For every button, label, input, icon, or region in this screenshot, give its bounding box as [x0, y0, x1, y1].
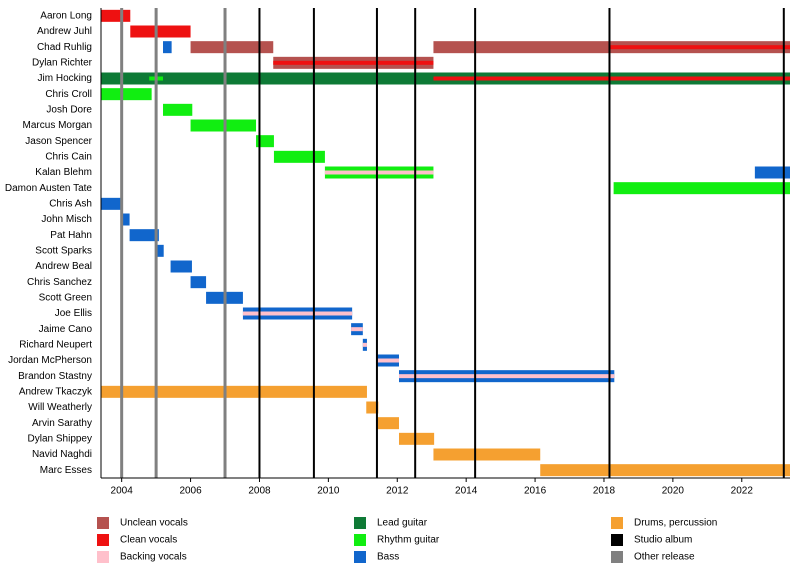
legend-label: Rhythm guitar [377, 535, 440, 546]
overlay-bar [433, 76, 790, 81]
member-label: John Misch [41, 214, 92, 225]
period-bar [101, 9, 131, 22]
period-bar [101, 88, 152, 101]
period-bar [170, 260, 192, 273]
member-label: Damon Austen Tate [5, 183, 93, 194]
period-bar [156, 244, 164, 257]
member-label: Brandon Stastny [18, 371, 92, 382]
x-tick-label: 2018 [593, 486, 616, 497]
overlay-bar [242, 311, 353, 316]
overlay-bar [609, 45, 790, 50]
member-label: Scott Sparks [35, 245, 92, 256]
member-label: Marcus Morgan [23, 120, 92, 131]
legend-label: Unclean vocals [120, 518, 188, 529]
period-bar [273, 150, 325, 163]
period-bar [398, 432, 435, 445]
member-label: Chad Ruhlig [37, 42, 92, 53]
x-tick-label: 2004 [111, 486, 134, 497]
x-tick-label: 2012 [386, 486, 409, 497]
x-tick-label: 2020 [662, 486, 685, 497]
legend-swatch [611, 517, 623, 529]
legend-swatch [97, 551, 109, 563]
x-tick-label: 2016 [524, 486, 547, 497]
period-bar [190, 119, 257, 132]
legend-swatch [354, 534, 366, 546]
member-label: Andrew Tkaczyk [19, 386, 93, 397]
member-label: Jordan McPherson [8, 355, 92, 366]
legend-label: Studio album [634, 535, 692, 546]
overlay-bar [351, 327, 363, 332]
overlay-bar [273, 60, 434, 65]
member-label: Aaron Long [40, 10, 92, 21]
legend-label: Other release [634, 552, 695, 563]
member-label: Navid Naghdi [32, 449, 92, 460]
member-label: Dylan Shippey [28, 433, 92, 444]
member-label: Jim Hocking [38, 73, 92, 84]
member-label: Josh Dore [46, 104, 92, 115]
period-bar [121, 213, 130, 226]
member-label: Andrew Beal [35, 261, 92, 272]
member-label: Chris Ash [49, 198, 92, 209]
period-bar [130, 25, 191, 38]
legend-swatch [354, 551, 366, 563]
period-bar [190, 41, 274, 54]
period-bar [376, 417, 399, 430]
overlay-bar [362, 342, 367, 347]
member-label: Marc Esses [40, 465, 92, 476]
legend-swatch [611, 551, 623, 563]
overlay-bar [398, 374, 615, 379]
period-bar [256, 135, 274, 148]
member-label: Andrew Juhl [37, 26, 92, 37]
x-tick-label: 2008 [248, 486, 271, 497]
member-label: Arvin Sarathy [32, 418, 92, 429]
legend-swatch [611, 534, 623, 546]
legend-swatch [354, 517, 366, 529]
x-tick-label: 2010 [317, 486, 340, 497]
x-tick-label: 2014 [455, 486, 478, 497]
period-bar [101, 385, 367, 398]
member-label: Joe Ellis [55, 308, 92, 319]
member-label: Chris Sanchez [27, 277, 92, 288]
period-bar [101, 197, 122, 210]
member-label: Scott Green [39, 292, 92, 303]
overlay-bar [324, 170, 434, 175]
legend-label: Drums, percussion [634, 518, 717, 529]
member-label: Pat Hahn [50, 230, 92, 241]
period-bar [613, 182, 790, 195]
legend-label: Backing vocals [120, 552, 187, 563]
x-tick-label: 2022 [731, 486, 754, 497]
period-bar [190, 276, 207, 289]
period-bar [754, 166, 790, 179]
legend-label: Bass [377, 552, 399, 563]
member-label: Jason Spencer [25, 136, 92, 147]
legend-swatch [97, 517, 109, 529]
period-bar [540, 464, 790, 477]
period-bar [366, 401, 379, 414]
member-label: Chris Croll [45, 89, 92, 100]
period-bar [163, 41, 172, 54]
legend-label: Clean vocals [120, 535, 177, 546]
member-label: Will Weatherly [28, 402, 92, 413]
member-label: Dylan Richter [32, 57, 93, 68]
legend-label: Lead guitar [377, 518, 428, 529]
overlay-bar [376, 358, 399, 363]
period-bar [163, 103, 193, 116]
member-label: Jaime Cano [39, 324, 93, 335]
member-label: Kalan Blehm [35, 167, 92, 178]
period-bar [433, 448, 541, 461]
period-bar [129, 229, 159, 242]
legend-swatch [97, 534, 109, 546]
x-tick-label: 2006 [179, 486, 202, 497]
member-label: Richard Neupert [19, 339, 92, 350]
member-label: Chris Cain [45, 151, 92, 162]
